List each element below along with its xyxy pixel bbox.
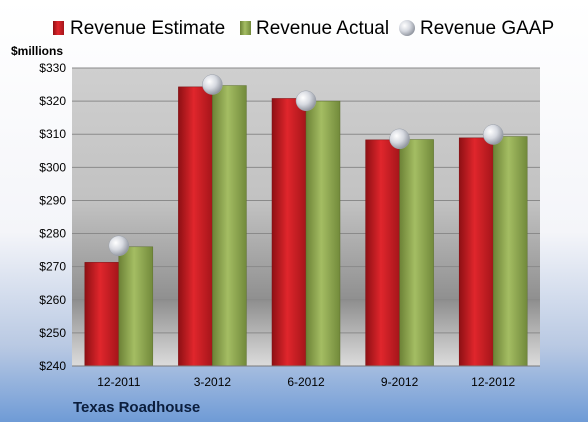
x-tick-label: 3-2012 bbox=[194, 375, 232, 389]
legend-label-gaap: Revenue GAAP bbox=[420, 18, 554, 39]
bar-estimate bbox=[178, 86, 213, 367]
bar-actual bbox=[212, 85, 247, 367]
bar-estimate bbox=[271, 98, 307, 367]
y-tick-label: $240 bbox=[39, 359, 66, 373]
legend-item-gaap: Revenue GAAP bbox=[399, 18, 554, 39]
y-axis-ticks: $240 $250 $260 $270 $280 $290 $300 $310 $320 $330 bbox=[39, 61, 66, 373]
bar-actual bbox=[118, 246, 154, 367]
y-tick-label: $290 bbox=[39, 193, 66, 207]
y-tick-label: $300 bbox=[39, 160, 66, 174]
x-tick-label: 9-2012 bbox=[381, 375, 419, 389]
y-tick-label: $320 bbox=[39, 94, 66, 108]
y-tick-label: $260 bbox=[39, 293, 66, 307]
y-tick-label: $330 bbox=[39, 61, 66, 75]
bar-actual bbox=[399, 139, 434, 367]
bar-actual bbox=[492, 136, 528, 367]
bar-estimate bbox=[84, 262, 120, 367]
marker-gaap bbox=[482, 124, 504, 145]
legend-swatch-estimate bbox=[53, 21, 64, 35]
x-axis-ticks: 12-2011 3-2012 6-2012 9-2012 12-2012 bbox=[97, 375, 515, 389]
legend-label-actual: Revenue Actual bbox=[256, 18, 389, 39]
marker-gaap bbox=[389, 128, 410, 150]
bar-estimate bbox=[458, 137, 494, 367]
gaap-markers bbox=[108, 74, 504, 257]
legend: Revenue Estimate Revenue Actual Revenue … bbox=[53, 18, 554, 39]
y-tick-label: $250 bbox=[39, 326, 66, 340]
y-tick-label: $310 bbox=[39, 127, 66, 141]
x-tick-label: 12-2012 bbox=[471, 375, 515, 389]
marker-gaap bbox=[295, 90, 317, 112]
legend-item-actual: Revenue Actual bbox=[240, 18, 389, 39]
x-tick-label: 6-2012 bbox=[287, 375, 325, 389]
legend-swatch-actual bbox=[240, 21, 251, 35]
marker-gaap bbox=[108, 235, 130, 257]
y-axis-unit-label: $millions bbox=[11, 44, 63, 58]
y-tick-label: $280 bbox=[39, 227, 66, 241]
legend-marker-gaap bbox=[399, 20, 415, 36]
legend-item-estimate: Revenue Estimate bbox=[53, 18, 225, 39]
bar-estimate bbox=[365, 139, 400, 367]
y-tick-label: $270 bbox=[39, 260, 66, 274]
marker-gaap bbox=[202, 74, 223, 95]
company-name: Texas Roadhouse bbox=[73, 399, 200, 416]
bars bbox=[84, 85, 528, 367]
x-tick-label: 12-2011 bbox=[97, 375, 140, 389]
legend-label-estimate: Revenue Estimate bbox=[70, 18, 225, 39]
bar-actual bbox=[305, 100, 341, 367]
